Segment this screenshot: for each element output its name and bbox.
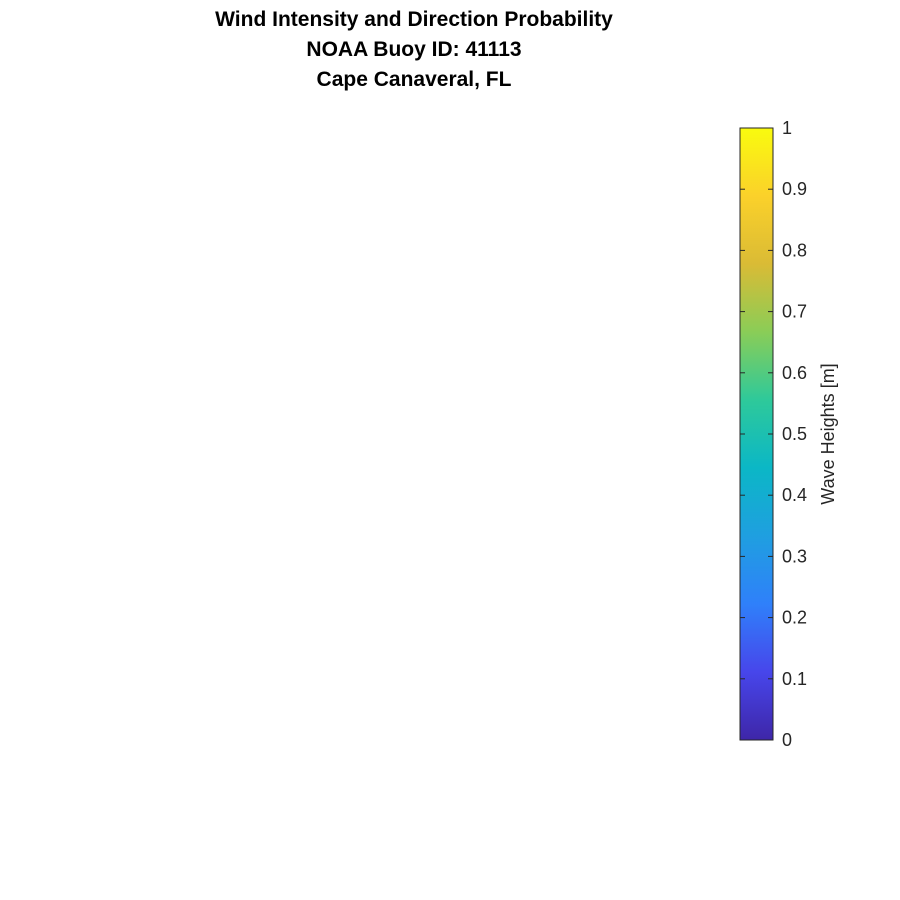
chart-title-line-3: Cape Canaveral, FL [316,68,512,91]
colorbar-tick-label: 0.9 [782,179,807,199]
colorbar-tick-label: 0.5 [782,424,807,444]
colorbar-tick-label: 0.1 [782,669,807,689]
colorbar-label: Wave Heights [m] [818,363,838,504]
colorbar-tick-label: 0.4 [782,485,807,505]
colorbar-tick-label: 0.2 [782,608,807,628]
colorbar-tick-label: 0.6 [782,363,807,383]
colorbar [739,127,774,741]
chart-title-line-2: NOAA Buoy ID: 41113 [306,38,522,61]
chart-title-line-1: Wind Intensity and Direction Probability [215,8,613,31]
colorbar-tick-label: 0.7 [782,302,807,322]
colorbar-ticks: 0 0.1 0.2 0.3 0.4 0.5 0.6 0.7 0.8 0.9 1 [740,118,807,750]
colorbar-tick-label: 1 [782,118,792,138]
colorbar-tick-label: 0.3 [782,546,807,566]
colorbar-tick-label: 0 [782,730,792,750]
colorbar-tick-label: 0.8 [782,240,807,260]
